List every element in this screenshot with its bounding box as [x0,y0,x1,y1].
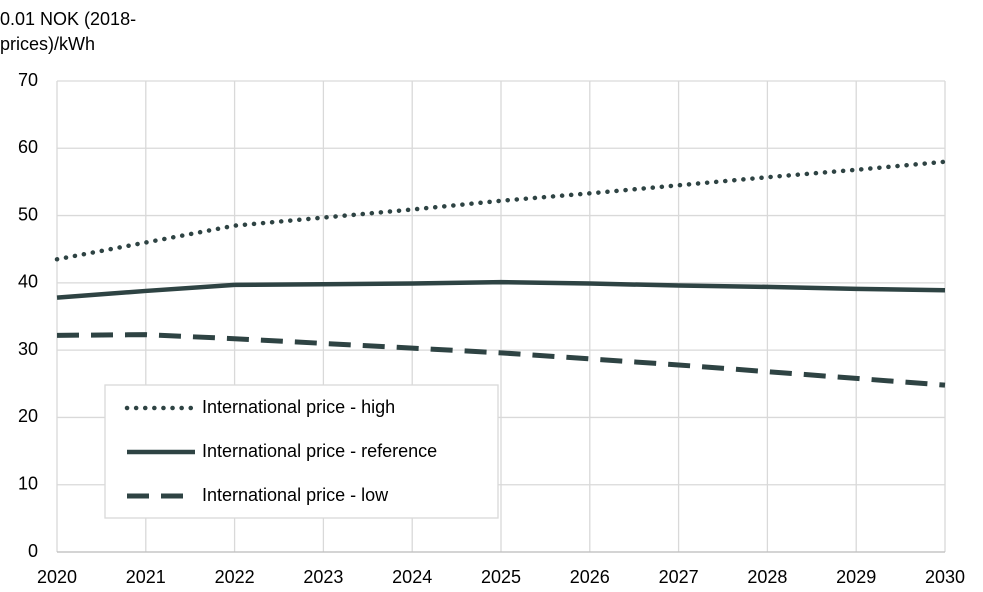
x-tick-label: 2020 [37,567,77,587]
x-tick-label: 2023 [303,567,343,587]
y-axis-label: prices)/kWh [0,34,95,54]
series-line [56,279,946,300]
x-tick-label: 2024 [392,567,432,587]
legend-label: International price - reference [202,441,437,461]
series-line [56,332,946,388]
x-tick-label: 2027 [659,567,699,587]
y-tick-label: 50 [18,204,38,224]
series-line [54,159,948,262]
x-tick-label: 2028 [747,567,787,587]
x-tick-label: 2025 [481,567,521,587]
y-tick-label: 30 [18,339,38,359]
legend-label: International price - high [202,397,395,417]
y-tick-label: 0 [28,541,38,561]
y-tick-label: 60 [18,137,38,157]
x-tick-label: 2021 [126,567,166,587]
x-tick-label: 2030 [925,567,965,587]
y-tick-label: 70 [18,70,38,90]
x-tick-label: 2026 [570,567,610,587]
x-tick-label: 2022 [215,567,255,587]
y-tick-label: 20 [18,406,38,426]
y-tick-label: 40 [18,272,38,292]
y-axis-label: 0.01 NOK (2018- [0,9,136,29]
y-tick-label: 10 [18,473,38,493]
x-tick-label: 2029 [836,567,876,587]
legend-label: International price - low [202,485,389,505]
